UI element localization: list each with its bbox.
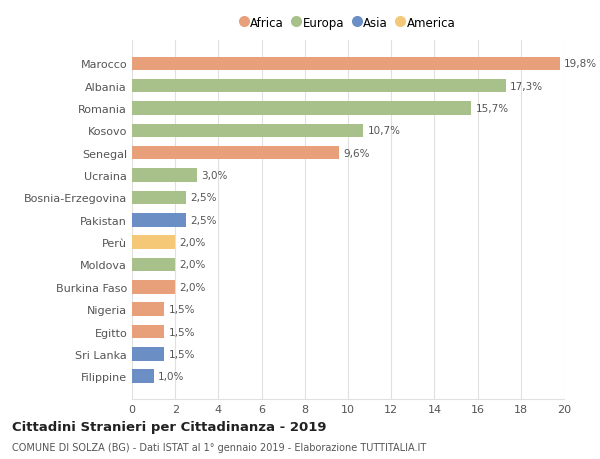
Text: 19,8%: 19,8% [564, 59, 597, 69]
Text: 1,0%: 1,0% [158, 371, 184, 381]
Bar [132, 124, 363, 138]
Text: 2,5%: 2,5% [190, 215, 217, 225]
Bar [132, 102, 471, 116]
Bar [132, 191, 186, 205]
Text: 15,7%: 15,7% [475, 104, 509, 114]
Bar [132, 213, 186, 227]
Bar [132, 303, 164, 316]
Bar [132, 236, 175, 249]
Bar [132, 147, 340, 160]
Text: 1,5%: 1,5% [169, 349, 195, 359]
Bar [132, 169, 197, 182]
Legend: Africa, Europa, Asia, America: Africa, Europa, Asia, America [238, 14, 458, 32]
Text: COMUNE DI SOLZA (BG) - Dati ISTAT al 1° gennaio 2019 - Elaborazione TUTTITALIA.I: COMUNE DI SOLZA (BG) - Dati ISTAT al 1° … [12, 442, 426, 452]
Text: 1,5%: 1,5% [169, 327, 195, 337]
Text: 17,3%: 17,3% [510, 82, 543, 91]
Text: 9,6%: 9,6% [344, 148, 370, 158]
Text: 2,0%: 2,0% [179, 282, 206, 292]
Text: 2,0%: 2,0% [179, 260, 206, 270]
Bar [132, 369, 154, 383]
Bar [132, 347, 164, 361]
Text: 1,5%: 1,5% [169, 304, 195, 314]
Text: 10,7%: 10,7% [367, 126, 400, 136]
Bar [132, 325, 164, 338]
Bar [132, 258, 175, 272]
Bar [132, 280, 175, 294]
Bar [132, 57, 560, 71]
Bar [132, 80, 506, 93]
Text: Cittadini Stranieri per Cittadinanza - 2019: Cittadini Stranieri per Cittadinanza - 2… [12, 420, 326, 433]
Text: 2,0%: 2,0% [179, 238, 206, 247]
Text: 2,5%: 2,5% [190, 193, 217, 203]
Text: 3,0%: 3,0% [201, 171, 227, 181]
